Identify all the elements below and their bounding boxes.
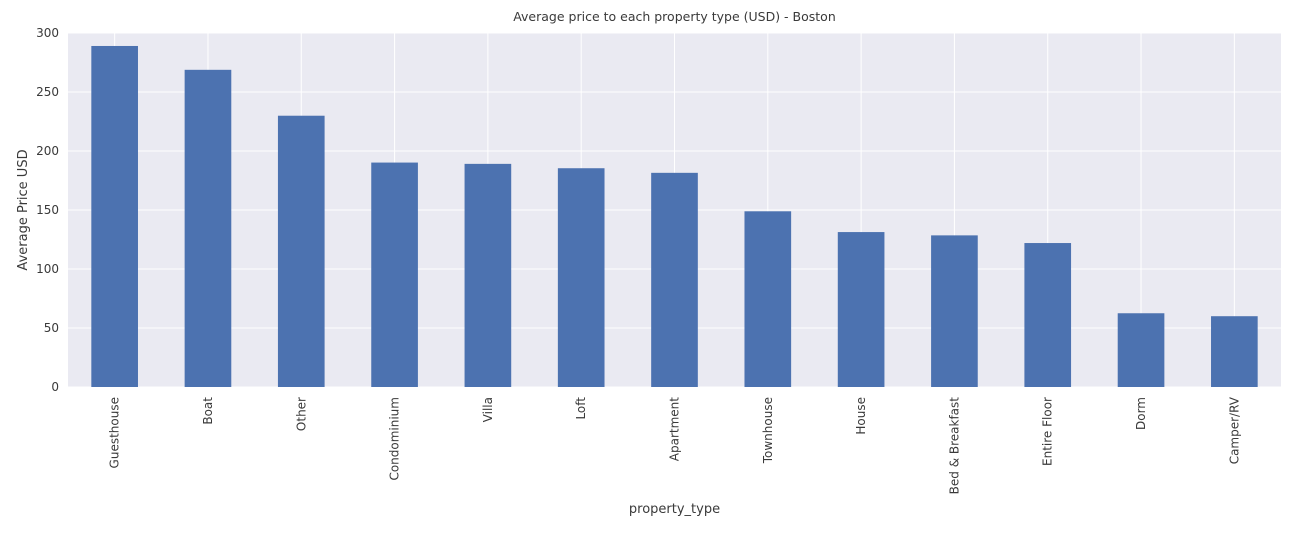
x-tick-label: Condominium	[388, 397, 402, 481]
chart-title: Average price to each property type (USD…	[513, 9, 836, 24]
y-tick-label: 50	[44, 321, 59, 335]
bar	[91, 45, 138, 387]
x-tick-label: Dorm	[1134, 397, 1148, 430]
x-tick-label: Boat	[201, 397, 215, 425]
bar	[464, 163, 512, 387]
x-tick-label: Bed & Breakfast	[947, 397, 961, 495]
x-tick-label: Guesthouse	[108, 397, 122, 468]
bar	[184, 69, 232, 387]
y-tick-label: 300	[36, 26, 59, 40]
bar	[931, 235, 978, 387]
y-tick-label: 200	[36, 144, 59, 158]
y-tick-label: 100	[36, 262, 59, 276]
y-tick-label: 150	[36, 203, 59, 217]
bar	[1117, 313, 1165, 387]
x-tick-label: Apartment	[668, 397, 682, 461]
y-tick-label: 250	[36, 85, 59, 99]
bar	[651, 172, 698, 387]
bar	[1211, 316, 1258, 387]
bar	[371, 162, 418, 387]
x-tick-label: House	[854, 397, 868, 435]
bar	[744, 211, 792, 387]
x-axis-ticks: Guesthouse Boat Other Condominium Villa Loft A…	[108, 396, 1242, 494]
bar	[277, 115, 325, 387]
x-tick-label: Other	[294, 397, 308, 431]
x-tick-label: Loft	[574, 397, 588, 420]
x-tick-label: Camper/RV	[1227, 396, 1241, 464]
x-tick-label: Villa	[481, 397, 495, 422]
x-axis-title: property_type	[629, 502, 720, 517]
bars	[91, 45, 1258, 387]
bar	[1024, 243, 1072, 387]
y-axis-title: Average Price USD	[16, 149, 31, 270]
y-tick-label: 0	[51, 380, 59, 394]
y-axis-ticks: 0 50 100 150 200 250 300	[36, 26, 59, 394]
bar	[837, 232, 885, 387]
bar	[557, 168, 605, 387]
x-tick-label: Townhouse	[761, 397, 775, 464]
x-tick-label: Entire Floor	[1041, 397, 1055, 466]
